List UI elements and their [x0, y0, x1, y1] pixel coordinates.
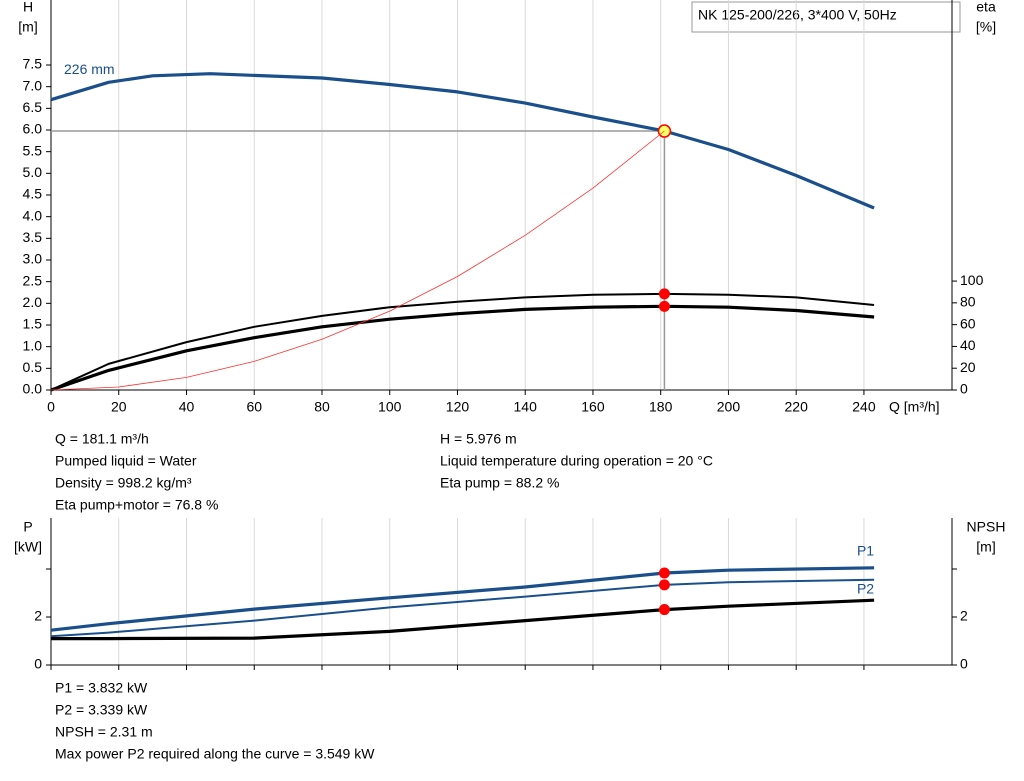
y2-tick-label: 0	[960, 381, 968, 397]
y-tick-label: 7.5	[23, 56, 43, 72]
series-label: P2	[857, 581, 874, 597]
operating-point	[658, 579, 670, 591]
y-tick-label: 2.5	[23, 272, 43, 288]
info-line: NPSH = 2.31 m	[55, 724, 153, 740]
x-tick-label: 40	[179, 399, 195, 415]
y-tick-label: 2.0	[23, 294, 43, 310]
x-tick-label: 240	[852, 399, 876, 415]
curve	[50, 304, 875, 392]
x-tick-label: 60	[246, 399, 262, 415]
x-tick-label: 220	[785, 399, 809, 415]
y2-axis-label: [%]	[976, 19, 996, 35]
x-tick-label: 20	[111, 399, 127, 415]
info-line: Eta pump+motor = 76.8 %	[55, 497, 218, 513]
y2-axis-label: eta	[976, 0, 996, 15]
y-tick-label: 4.0	[23, 207, 43, 223]
x-tick-label: 120	[446, 399, 470, 415]
y-tick-label: 3.5	[23, 229, 43, 245]
x-tick-label: 100	[378, 399, 402, 415]
x-tick-label: 200	[717, 399, 741, 415]
y-tick-label: 7.0	[23, 77, 43, 93]
series-label: P1	[857, 543, 874, 559]
y2-axis-label: [m]	[976, 539, 995, 555]
x-axis-label: Q [m³/h]	[889, 399, 940, 415]
y-tick-label: 2	[34, 608, 42, 624]
info-line: Max power P2 required along the curve = …	[55, 746, 375, 762]
curve	[51, 598, 875, 641]
x-tick-label: 0	[47, 399, 55, 415]
curve	[50, 292, 875, 391]
y2-tick-label: 0	[960, 656, 968, 672]
y2-tick-label: 100	[960, 272, 984, 288]
y-tick-label: 5.0	[23, 164, 43, 180]
y-tick-label: 1.5	[23, 316, 43, 332]
info-line: H = 5.976 m	[440, 431, 517, 447]
operating-point	[658, 604, 670, 616]
y-tick-label: 6.0	[23, 121, 43, 137]
info-line: Density = 998.2 kg/m³	[55, 475, 192, 491]
title-box	[691, 1, 961, 33]
info-line: Eta pump = 88.2 %	[440, 475, 559, 491]
y-tick-label: 3.0	[23, 251, 43, 267]
operating-point	[658, 300, 670, 312]
operating-point	[658, 567, 670, 579]
info-line: P1 = 3.832 kW	[55, 680, 148, 696]
y2-axis-label: NPSH	[967, 519, 1006, 535]
y-tick-label: 0.0	[23, 381, 43, 397]
y-tick-label: 6.5	[23, 99, 43, 115]
y-tick-label: 4.5	[23, 186, 43, 202]
x-tick-label: 160	[581, 399, 605, 415]
info-line: Q = 181.1 m³/h	[55, 431, 149, 447]
y-axis-label: [m]	[18, 19, 37, 35]
x-tick-label: 140	[514, 399, 538, 415]
y2-tick-label: 40	[960, 337, 976, 353]
y2-tick-label: 80	[960, 294, 976, 310]
info-line: Pumped liquid = Water	[55, 453, 197, 469]
y-tick-label: 0	[34, 656, 42, 672]
x-tick-label: 180	[649, 399, 673, 415]
x-tick-label: 80	[314, 399, 330, 415]
y-axis-label: H	[23, 0, 33, 15]
y2-tick-label: 2	[960, 608, 968, 624]
y-tick-label: 1.0	[23, 337, 43, 353]
curve	[50, 578, 875, 638]
info-line: Liquid temperature during operation = 20…	[440, 453, 713, 469]
curve	[50, 130, 665, 391]
curve	[50, 72, 875, 210]
y-axis-label: P	[23, 519, 32, 535]
y-tick-label: 0.5	[23, 359, 43, 375]
y2-tick-label: 60	[960, 315, 976, 331]
operating-point	[658, 288, 670, 300]
y-tick-label: 5.5	[23, 142, 43, 158]
info-line: P2 = 3.339 kW	[55, 702, 148, 718]
chart-title: NK 125-200/226, 3*400 V, 50Hz	[698, 7, 897, 23]
curve	[50, 566, 875, 632]
series-label: 226 mm	[64, 61, 115, 77]
y-axis-label: [kW]	[14, 539, 42, 555]
y2-tick-label: 20	[960, 359, 976, 375]
